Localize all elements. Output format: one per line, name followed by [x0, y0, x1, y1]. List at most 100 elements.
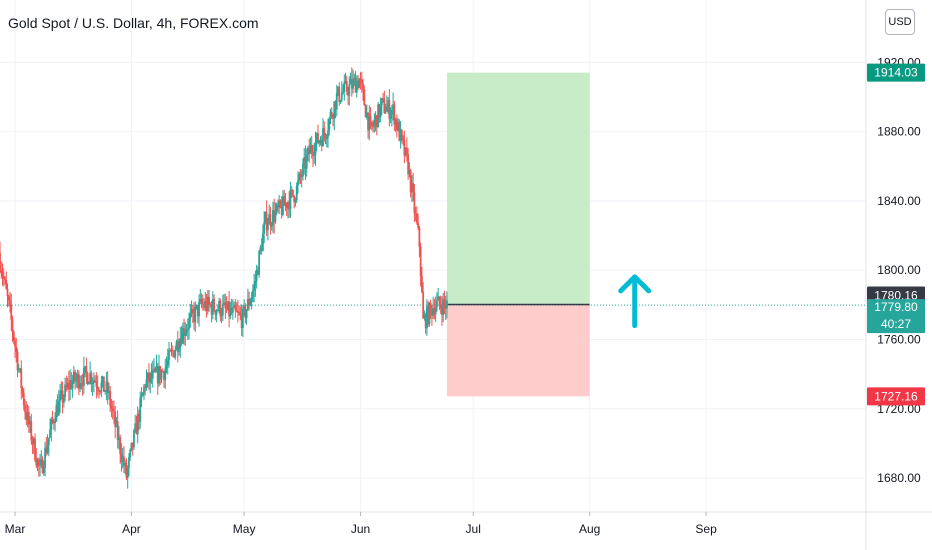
candle-body	[165, 365, 168, 369]
candle-body	[46, 445, 49, 454]
candle-body	[12, 332, 15, 341]
candle-body	[123, 456, 125, 467]
candle-body	[141, 393, 144, 396]
candle-body	[300, 176, 303, 178]
candle-body	[216, 309, 219, 311]
price-axis[interactable]: 1680.001720.001760.001800.001840.001880.…	[877, 55, 921, 485]
candle-body	[1, 272, 4, 277]
candle-body	[166, 360, 169, 366]
candle-body	[400, 129, 403, 137]
candle-body	[305, 155, 308, 169]
long-position-tool[interactable]	[446, 72, 590, 397]
candle-body	[77, 373, 80, 389]
candle-body	[294, 200, 297, 203]
candle-body	[114, 411, 117, 427]
candle-body	[238, 312, 241, 314]
price-tick-label: 1760.00	[877, 332, 921, 346]
candle-body	[194, 306, 197, 323]
symbol-title[interactable]: Gold Spot / U.S. Dollar, 4h, FOREX.com	[8, 15, 259, 31]
candle-body	[190, 308, 193, 314]
candle-body	[308, 147, 311, 154]
candle-body	[369, 116, 372, 123]
candle-body	[29, 420, 31, 425]
candle-body	[389, 114, 392, 119]
candle-body	[111, 408, 114, 411]
candle-body	[404, 147, 407, 156]
candle-body	[230, 308, 233, 313]
candle-body	[446, 300, 448, 309]
loss-zone	[446, 304, 590, 397]
candle-body	[133, 430, 135, 448]
candle-body	[312, 151, 314, 156]
candle-body	[146, 372, 149, 380]
candle-body	[352, 79, 354, 89]
candle-body	[90, 373, 93, 385]
candle-body	[158, 366, 160, 384]
candle-body	[265, 212, 268, 231]
candle-body	[274, 211, 277, 222]
price-tick-label: 1880.00	[877, 125, 921, 139]
candle-body	[339, 100, 342, 102]
candle-body	[99, 391, 102, 393]
candle-body	[224, 302, 227, 309]
candle-body	[287, 202, 289, 209]
candle-body	[304, 157, 307, 169]
candle-body	[315, 133, 318, 143]
candle-body	[203, 304, 205, 308]
candle-body	[47, 437, 50, 446]
candle-body	[61, 390, 64, 403]
candle-body	[9, 300, 11, 305]
candle-body	[388, 100, 391, 119]
currency-button[interactable]: USD	[885, 9, 915, 35]
candle-body	[359, 79, 362, 81]
candle-body	[64, 384, 66, 398]
candle-body	[240, 314, 243, 329]
candle-body	[206, 296, 209, 311]
candle-body	[235, 310, 238, 312]
time-axis[interactable]: Mar Apr May Jun Jul Aug Sep	[5, 512, 717, 536]
up-arrow-annotation[interactable]	[618, 274, 652, 329]
candle-body	[263, 222, 266, 234]
candle-body	[173, 351, 175, 358]
candle-body	[442, 299, 445, 315]
candle-body	[429, 303, 432, 308]
candle-body	[211, 299, 214, 315]
candle-body	[199, 298, 202, 302]
candle-body	[214, 310, 217, 315]
price-tick-label: 1800.00	[877, 263, 921, 277]
candle-body	[408, 169, 411, 175]
candle-body	[313, 154, 316, 156]
candle-body	[80, 383, 83, 385]
candle-body	[154, 368, 157, 372]
candle-body	[320, 140, 323, 147]
candle-body	[426, 306, 428, 329]
candle-body	[128, 457, 130, 469]
stop-price-tag: 1727.16	[874, 389, 918, 403]
candle-body	[358, 79, 361, 88]
candle-body	[273, 210, 276, 222]
candle-body	[130, 442, 133, 450]
candle-body	[110, 405, 113, 409]
candle-body	[50, 419, 53, 430]
candle-body	[337, 86, 339, 94]
time-tick-label: Jun	[351, 522, 370, 536]
candle-body	[269, 214, 272, 226]
candle-body	[164, 368, 167, 381]
candle-body	[95, 382, 98, 387]
candle-body	[41, 459, 44, 473]
candle-body	[328, 118, 331, 131]
candle-body	[283, 196, 286, 206]
candle-body	[104, 390, 107, 392]
candle-body	[367, 112, 369, 131]
candle-body	[66, 382, 69, 388]
candle-body	[185, 329, 188, 333]
candle-body	[75, 379, 78, 382]
candle-body	[277, 204, 279, 208]
candle-body	[438, 296, 441, 305]
candle-body	[354, 77, 357, 93]
candle-body	[373, 121, 376, 127]
candle-body	[25, 412, 28, 420]
candle-body	[329, 112, 332, 119]
